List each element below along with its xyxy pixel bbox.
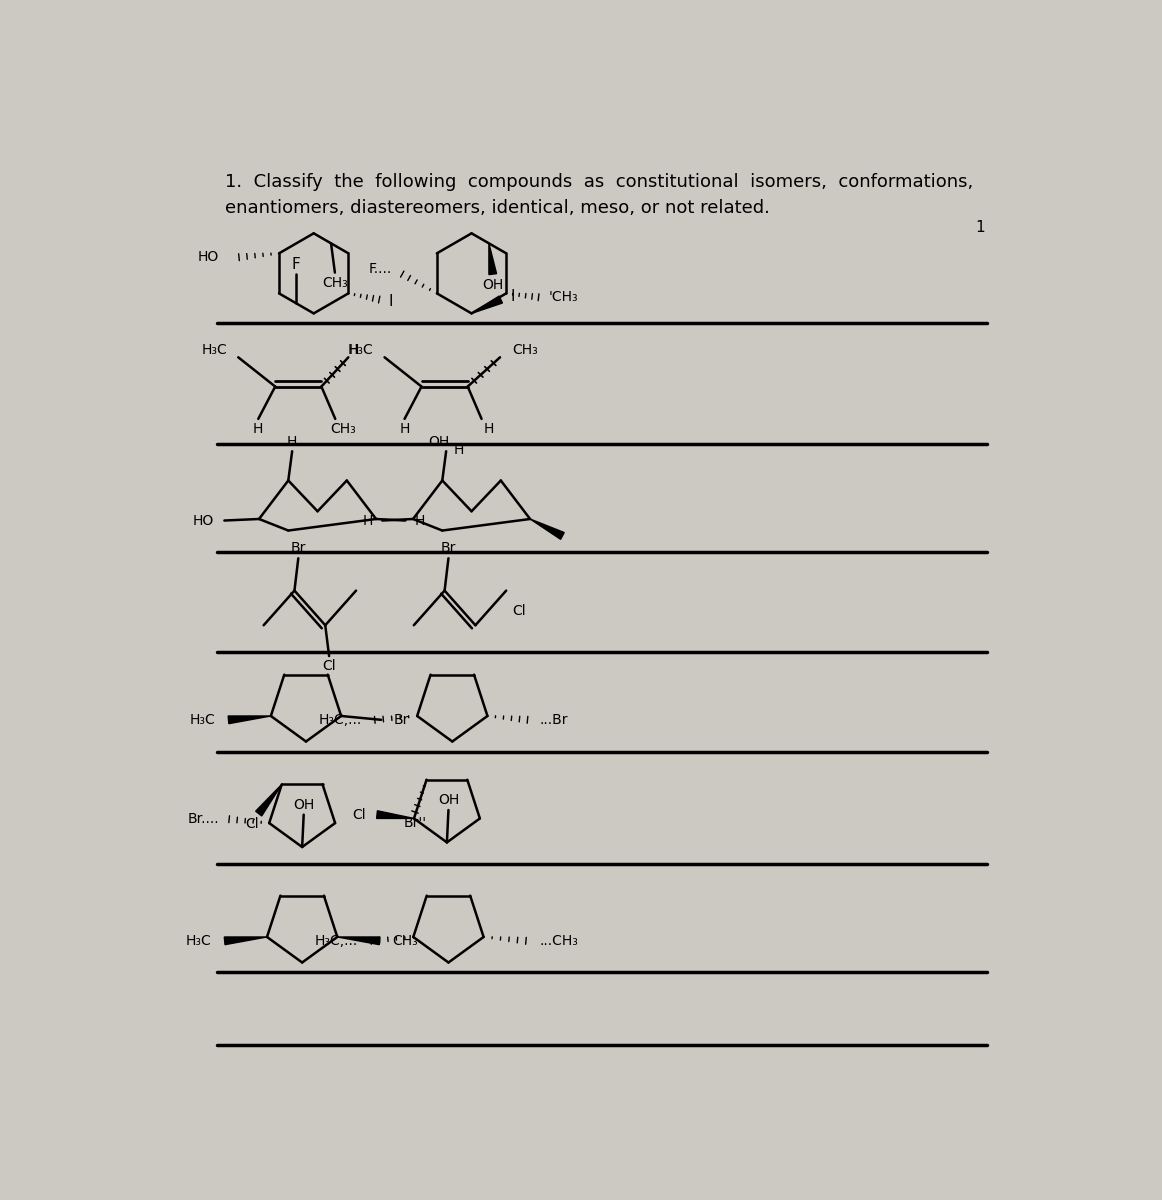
Text: OH: OH xyxy=(293,798,314,811)
Text: 1.  Classify  the  following  compounds  as  constitutional  isomers,  conformat: 1. Classify the following compounds as c… xyxy=(225,173,974,191)
Text: Cl: Cl xyxy=(512,605,526,618)
Text: Br....: Br.... xyxy=(187,812,220,827)
Text: 1: 1 xyxy=(975,220,984,235)
Polygon shape xyxy=(376,811,414,818)
Text: H: H xyxy=(415,514,425,528)
Text: H: H xyxy=(485,422,495,436)
Text: H: H xyxy=(454,443,465,457)
Text: ...CH₃: ...CH₃ xyxy=(539,934,578,948)
Text: CH₃: CH₃ xyxy=(330,422,356,436)
Polygon shape xyxy=(256,785,282,816)
Text: Cl: Cl xyxy=(245,817,259,832)
Text: ...Br: ...Br xyxy=(540,713,568,727)
Text: Br: Br xyxy=(290,541,306,556)
Text: H₃C: H₃C xyxy=(202,342,228,356)
Text: H₃C: H₃C xyxy=(189,713,215,727)
Text: 'CH₃: 'CH₃ xyxy=(548,290,579,305)
Text: Br: Br xyxy=(440,541,457,556)
Text: H: H xyxy=(287,434,297,449)
Polygon shape xyxy=(472,296,502,313)
Text: HO: HO xyxy=(198,250,218,264)
Polygon shape xyxy=(228,716,271,724)
Text: H: H xyxy=(363,514,373,528)
Text: I: I xyxy=(388,294,393,308)
Polygon shape xyxy=(224,937,267,944)
Text: H₃C: H₃C xyxy=(186,934,211,948)
Text: OH: OH xyxy=(428,434,449,449)
Text: H₃C,...: H₃C,... xyxy=(315,934,358,948)
Text: OH: OH xyxy=(438,793,459,808)
Text: CH₃: CH₃ xyxy=(512,342,538,356)
Text: Br'': Br'' xyxy=(403,816,426,830)
Text: H₃C,...: H₃C,... xyxy=(318,713,361,727)
Polygon shape xyxy=(489,244,496,275)
Polygon shape xyxy=(337,937,380,944)
Text: HO: HO xyxy=(193,514,214,528)
Text: Cl: Cl xyxy=(322,659,336,673)
Text: I: I xyxy=(510,289,515,304)
Text: F....: F.... xyxy=(370,262,393,276)
Text: CH₃: CH₃ xyxy=(322,276,347,290)
Text: Br: Br xyxy=(394,713,409,727)
Text: enantiomers, diastereomers, identical, meso, or not related.: enantiomers, diastereomers, identical, m… xyxy=(225,199,770,217)
Text: H: H xyxy=(400,422,410,436)
Text: CH₃: CH₃ xyxy=(393,934,418,948)
Text: H₃C: H₃C xyxy=(347,342,374,356)
Text: F: F xyxy=(292,257,301,272)
Text: H: H xyxy=(349,342,359,356)
Polygon shape xyxy=(530,518,565,539)
Text: OH: OH xyxy=(482,278,503,292)
Text: Cl: Cl xyxy=(352,808,366,822)
Text: H: H xyxy=(253,422,264,436)
